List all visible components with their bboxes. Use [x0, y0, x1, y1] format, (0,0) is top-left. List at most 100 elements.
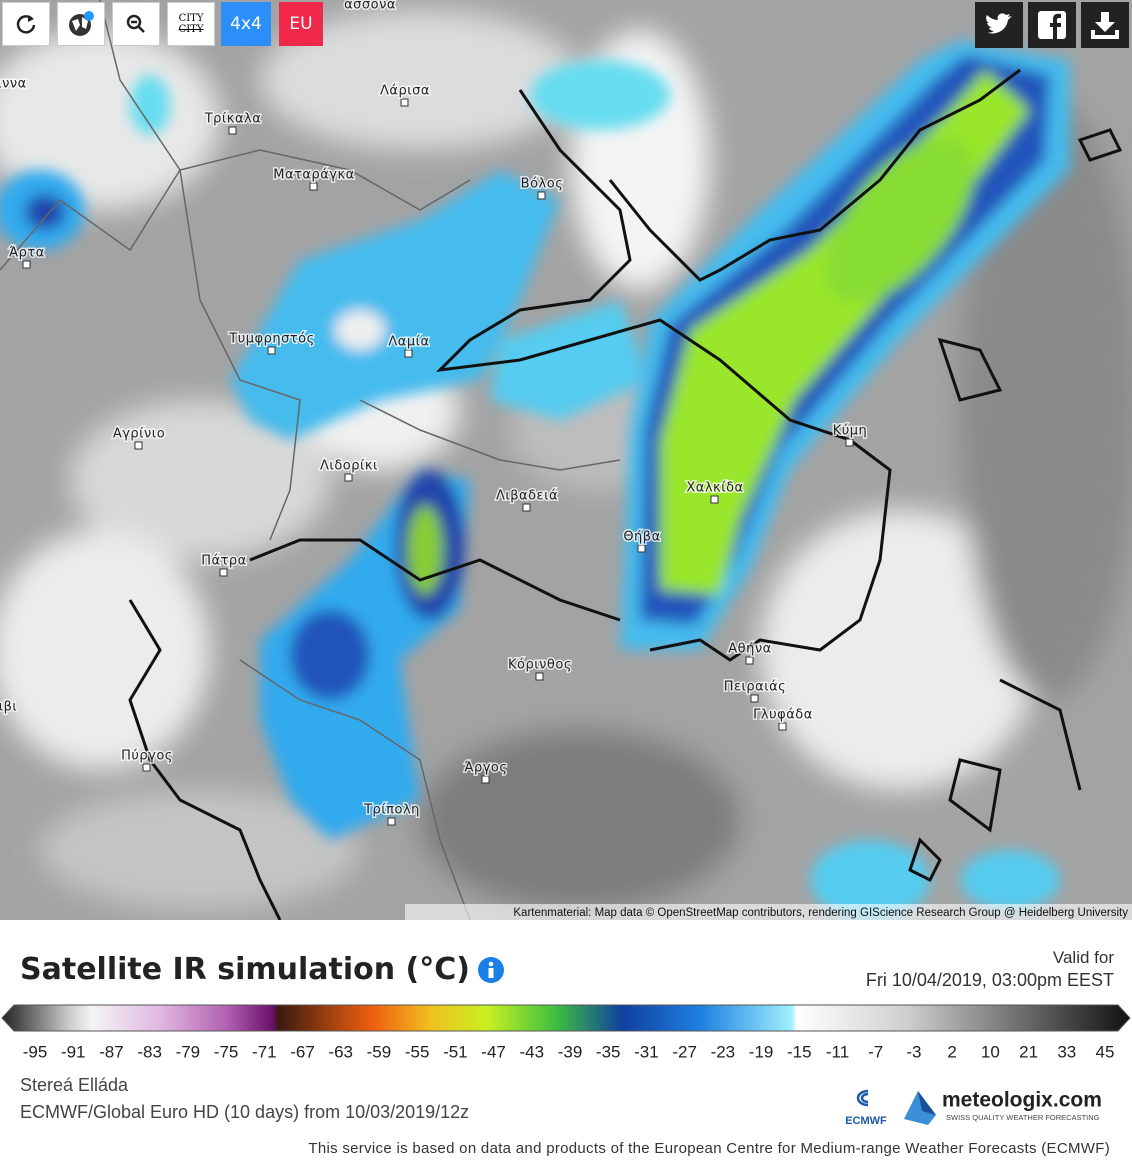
scale-label: -35 [596, 1042, 621, 1061]
city-label: ασσόνα [344, 0, 396, 13]
city-label: Τρίκαλα [204, 112, 262, 127]
brand-name: meteologix.com [942, 1089, 1102, 1112]
scale-label: -75 [214, 1042, 239, 1061]
city-marker [745, 656, 754, 665]
scale-label: 33 [1057, 1042, 1076, 1061]
city-marker [267, 346, 276, 355]
scale-label: -7 [868, 1042, 883, 1061]
zoom-out-button[interactable] [112, 2, 160, 46]
scale-label: -79 [176, 1042, 201, 1061]
city-label: Γλυφάδα [753, 708, 813, 723]
scale-label: -43 [519, 1042, 544, 1061]
grid-button[interactable]: 4x4 [221, 2, 271, 46]
info-button[interactable] [477, 956, 507, 986]
meteologix-logo: meteologix.com SWISS QUALITY WEATHER FOR… [904, 1089, 1102, 1125]
download-icon [1091, 12, 1119, 39]
scale-label: 2 [947, 1042, 956, 1061]
city-on-label: CITY [178, 13, 204, 24]
ecmwf-text: ECMWF [845, 1115, 887, 1127]
convective-band [620, 40, 1070, 650]
city-label: Άργος [464, 761, 507, 776]
city-label: Άρτα [9, 246, 45, 261]
globe-button[interactable] [57, 2, 105, 46]
scale-label: -59 [367, 1042, 392, 1061]
city-label: Πειραιάς [724, 680, 787, 695]
twitter-button[interactable] [975, 2, 1023, 48]
attribution: Kartenmaterial: Map data © OpenStreetMap… [513, 907, 1128, 919]
attribution-background [405, 904, 1132, 920]
city-label: Αθήνα [728, 642, 771, 657]
city-marker [228, 126, 237, 135]
city-labels: ασσόνα ιννα Λάρισα Τρίκαλα Ματαράγκα Βόλος Άρτ… [0, 0, 868, 826]
zoom-icon [126, 14, 145, 33]
reload-button[interactable] [2, 2, 50, 46]
scale-labels: -95 -91 -87 -83 -79 -75 -71 -67 -63 -59 -55 -51 -47-… [23, 1042, 1115, 1061]
scale-label: -47 [481, 1042, 506, 1061]
city-label: Λάρισα [380, 84, 430, 99]
color-scale: -95 -91 -87 -83 -79 -75 -71 -67 -63 -59 -55 -51 -47-… [1, 1004, 1131, 1061]
city-label: Λιδορίκι [320, 459, 378, 474]
scale-label: -71 [252, 1042, 277, 1061]
admin-borders [0, 0, 621, 920]
scale-label: 21 [1019, 1042, 1038, 1061]
scale-label: -55 [405, 1042, 430, 1061]
city-marker [778, 722, 787, 731]
region-button[interactable]: EU [279, 2, 323, 46]
city-marker [400, 98, 409, 107]
valid-time: Fri 10/04/2019, 03:00pm EEST [865, 970, 1114, 990]
scale-label: -19 [749, 1042, 774, 1061]
city-marker [710, 495, 719, 504]
scale-label: -39 [558, 1042, 583, 1061]
scale-label: -91 [61, 1042, 86, 1061]
city-marker [522, 503, 531, 512]
city-label: Τρίπολη [363, 803, 420, 818]
download-button[interactable] [1081, 2, 1129, 48]
city-marker [309, 182, 318, 191]
city-label: Λιβαδειά [496, 489, 558, 504]
city-marker [750, 694, 759, 703]
scale-label: 45 [1096, 1042, 1115, 1061]
scale-label: -3 [906, 1042, 921, 1061]
city-label: Αγρίνιο [113, 427, 165, 442]
globe-icon [69, 11, 94, 36]
scale-label: -63 [328, 1042, 353, 1061]
region-name: Stereá Elláda [20, 1075, 129, 1095]
ecmwf-notice: This service is based on data and produc… [308, 1140, 1110, 1157]
city-marker [22, 260, 31, 269]
coastlines [128, 68, 1123, 920]
city-marker [637, 544, 646, 553]
city-label: Πύργος [121, 749, 173, 764]
scale-label: -87 [99, 1042, 124, 1061]
twitter-icon [986, 13, 1012, 34]
scale-label: -95 [23, 1042, 48, 1061]
city-label: Χαλκίδα [686, 481, 743, 496]
city-marker [845, 438, 854, 447]
city-label: Βόλος [521, 177, 564, 192]
facebook-button[interactable] [1028, 2, 1076, 48]
scale-label: -15 [787, 1042, 812, 1061]
city-label: Ματαράγκα [273, 168, 354, 183]
map: ασσόνα ιννα Λάρισα Τρίκαλα Ματαράγκα Βόλος Άρτ… [0, 0, 1132, 920]
city-label: ιννα [0, 77, 27, 92]
city-label: ιβι [0, 700, 17, 715]
city-label: Κόρινθος [508, 658, 572, 673]
scale-label: -23 [711, 1042, 736, 1061]
city-marker [142, 763, 151, 772]
ecmwf-logo: ECMWF [845, 1089, 887, 1127]
city-label: Πάτρα [201, 554, 247, 569]
scale-label: -11 [826, 1042, 849, 1061]
city-marker [537, 191, 546, 200]
brand-tagline: SWISS QUALITY WEATHER FORECASTING [946, 1113, 1100, 1122]
scale-label: -51 [443, 1042, 468, 1061]
color-bar [1, 1004, 1131, 1032]
cold-cloud-tops [0, 60, 1060, 920]
scale-label: -31 [634, 1042, 659, 1061]
city-toggle-button[interactable]: CITY CITY [167, 2, 215, 46]
city-marker [134, 441, 143, 450]
reload-icon [16, 15, 36, 34]
city-marker [219, 568, 228, 577]
city-label: Τυμφρηστός [228, 332, 314, 347]
scale-label: -27 [672, 1042, 697, 1061]
valid-label: Valid for [1052, 948, 1114, 967]
